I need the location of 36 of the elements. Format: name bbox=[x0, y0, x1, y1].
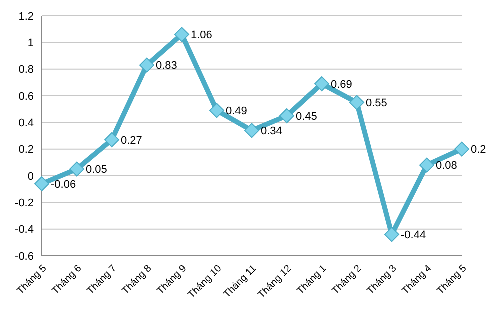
point bbox=[314, 76, 330, 92]
data-label: -0.44 bbox=[401, 230, 426, 242]
data-label: -0.06 bbox=[51, 178, 76, 191]
data-label: 0.2 bbox=[471, 144, 486, 156]
point bbox=[174, 27, 190, 42]
point bbox=[104, 132, 120, 148]
point bbox=[420, 158, 434, 173]
point bbox=[350, 95, 364, 110]
y-tick-label: 1 bbox=[28, 38, 34, 50]
data-label: 1.06 bbox=[191, 30, 212, 42]
data-label: 0.69 bbox=[331, 78, 352, 91]
data-label: 0.45 bbox=[296, 110, 318, 123]
point bbox=[140, 58, 154, 73]
data-label: 0.49 bbox=[226, 106, 248, 118]
data-label: 0.05 bbox=[86, 164, 108, 176]
y-tick-label: 1.2 bbox=[18, 10, 34, 23]
point bbox=[454, 142, 470, 157]
y-tick-label: 0.2 bbox=[18, 144, 34, 156]
data-label: 0.08 bbox=[436, 160, 458, 172]
y-tick-label: -0.2 bbox=[15, 198, 34, 210]
point bbox=[244, 123, 260, 138]
y-tick-label: 0 bbox=[28, 170, 34, 183]
y-tick-label: -0.4 bbox=[15, 224, 34, 236]
point bbox=[280, 108, 294, 124]
point bbox=[384, 227, 400, 242]
y-tick-label: 0.6 bbox=[18, 90, 34, 103]
data-label: 0.55 bbox=[366, 98, 388, 110]
point bbox=[210, 103, 224, 118]
point bbox=[70, 162, 84, 177]
data-label: 0.27 bbox=[121, 134, 142, 147]
y-tick-label: -0.6 bbox=[15, 250, 34, 263]
y-tick-label: 0.8 bbox=[18, 64, 34, 76]
y-tick-label: 0.4 bbox=[18, 118, 34, 130]
data-label: 0.83 bbox=[156, 60, 178, 72]
point bbox=[34, 176, 50, 192]
data-label: 0.34 bbox=[261, 126, 282, 138]
